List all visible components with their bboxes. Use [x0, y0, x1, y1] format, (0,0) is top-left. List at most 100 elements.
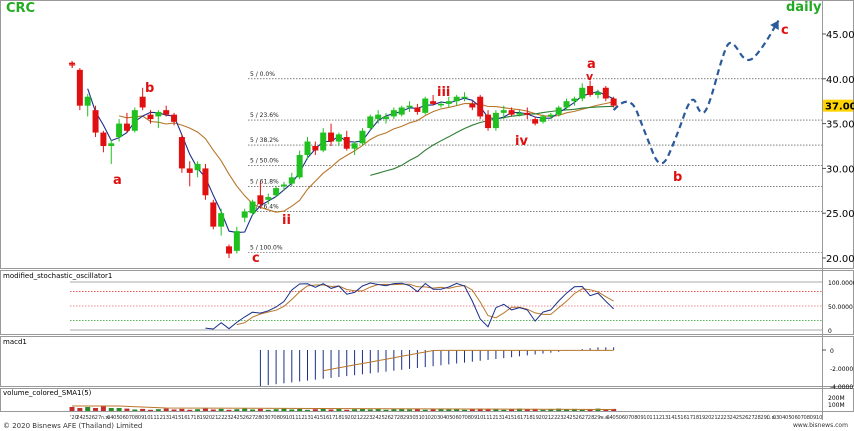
- date-axis-label: 19: [532, 415, 539, 421]
- stoch-k-line: [205, 282, 614, 330]
- date-axis-label: 13: [162, 415, 169, 421]
- stoch-tick-label: 0: [828, 328, 832, 335]
- date-axis-label: 30: [409, 415, 416, 421]
- date-axis-label: 29: [594, 415, 601, 421]
- site-footer[interactable]: www.bisnews.com: [793, 422, 848, 429]
- wave-label-iii: iii: [437, 85, 450, 100]
- date-axis-label: 08: [273, 415, 280, 421]
- date-axis-label: 22: [360, 415, 367, 421]
- date-axis-label: 12: [489, 415, 496, 421]
- date-axis-label: 12: [298, 415, 305, 421]
- volume-panel-title: volume_colored_SMA1(5): [3, 389, 92, 397]
- candle-body: [375, 114, 382, 120]
- volume-bar: [344, 409, 350, 411]
- candle-body: [390, 110, 397, 117]
- volume-bar: [438, 408, 444, 411]
- date-axis-label: 06: [119, 415, 126, 421]
- date-axis-label: 26: [384, 415, 391, 421]
- date-axis-label: 19: [699, 415, 706, 421]
- candle-body: [383, 116, 389, 120]
- date-axis-label: 28: [255, 415, 262, 421]
- date-axis-label: 07: [125, 415, 132, 421]
- candle-body: [194, 163, 201, 171]
- copyright-footer: © 2020 Bisnews AFE (Thailand) Limited: [3, 422, 143, 430]
- macd-tick-label: -2.0000: [830, 366, 853, 373]
- candle-body: [453, 96, 460, 102]
- date-axis-label: 21: [354, 415, 361, 421]
- date-axis-label: 06: [791, 415, 798, 421]
- candle-body: [312, 146, 319, 151]
- date-axis-label: 08: [132, 415, 139, 421]
- date-axis-label: 05: [612, 415, 619, 421]
- date-axis-label: 10: [286, 415, 293, 421]
- date-axis-label: 16: [680, 415, 687, 421]
- candle-body: [540, 116, 546, 122]
- candle-body: [249, 201, 256, 214]
- date-axis-label: 23: [557, 415, 564, 421]
- candle-body: [218, 213, 225, 227]
- volume-bar: [305, 409, 310, 411]
- date-axis-label: 17: [187, 415, 194, 421]
- date-axis-label: 09: [138, 415, 145, 421]
- volume-bar: [587, 409, 593, 411]
- candle-body: [92, 110, 99, 133]
- candle-body: [273, 188, 280, 196]
- candle-body: [304, 141, 311, 155]
- candle-body: [594, 92, 601, 95]
- candle-body: [602, 87, 609, 99]
- timeframe-label: daily: [786, 0, 822, 15]
- date-axis-label: 26: [243, 415, 250, 421]
- stoch-tick-label: 100.0000: [828, 280, 854, 287]
- candle-body: [351, 143, 358, 149]
- wave-label-a2: a: [587, 57, 596, 72]
- volume-bar: [100, 406, 106, 411]
- stoch-d-line: [236, 283, 614, 326]
- volume-bar: [273, 409, 279, 411]
- volume-bar: [367, 409, 373, 411]
- candle-body: [555, 107, 562, 115]
- date-axis-label: 07: [267, 415, 274, 421]
- volume-bar: [422, 409, 428, 411]
- date-axis-label: 21: [212, 415, 219, 421]
- volume-bar: [242, 408, 248, 411]
- date-axis-label: 18: [526, 415, 533, 421]
- candle-body: [508, 110, 515, 115]
- candle-body: [500, 110, 507, 113]
- volume-bar: [297, 408, 303, 411]
- candle-body: [485, 114, 492, 129]
- volume-bar: [77, 408, 83, 411]
- candle-body: [76, 69, 83, 106]
- volume-bar: [69, 407, 75, 411]
- wave-label-c1: c: [252, 251, 260, 266]
- volume-bar: [571, 408, 577, 411]
- date-axis-label: 27: [249, 415, 256, 421]
- volume-bar: [289, 409, 295, 411]
- volume-bar: [407, 409, 413, 411]
- macd-signal-line: [323, 349, 614, 372]
- candle-body: [233, 231, 240, 251]
- date-axis-label: 01: [421, 415, 428, 421]
- volume-bar: [218, 408, 224, 411]
- volume-bar: [579, 409, 585, 411]
- date-axis-label: 26: [88, 415, 95, 421]
- volume-bar: [171, 409, 177, 411]
- macd-panel-title: macd1: [3, 338, 27, 346]
- date-axis-label: 24: [730, 415, 737, 421]
- volume-bar: [312, 409, 318, 411]
- date-axis-label: 18: [693, 415, 700, 421]
- volume-bar: [603, 409, 609, 411]
- candle-body: [532, 119, 539, 124]
- date-axis-label: 28: [397, 415, 404, 421]
- date-axis-label: 04: [107, 415, 114, 421]
- wave-label-iv: iv: [515, 134, 528, 149]
- candle-body: [430, 101, 437, 104]
- date-axis-label: 02: [428, 415, 435, 421]
- date-axis-label: มิ.ย.: [767, 414, 777, 421]
- candle-body: [139, 96, 146, 108]
- date-axis-label: 03: [773, 415, 780, 421]
- volume-bar: [148, 409, 153, 411]
- macd-panel-frame: [0, 336, 854, 387]
- date-axis-label: 08: [804, 415, 811, 421]
- volume-bar: [108, 408, 114, 411]
